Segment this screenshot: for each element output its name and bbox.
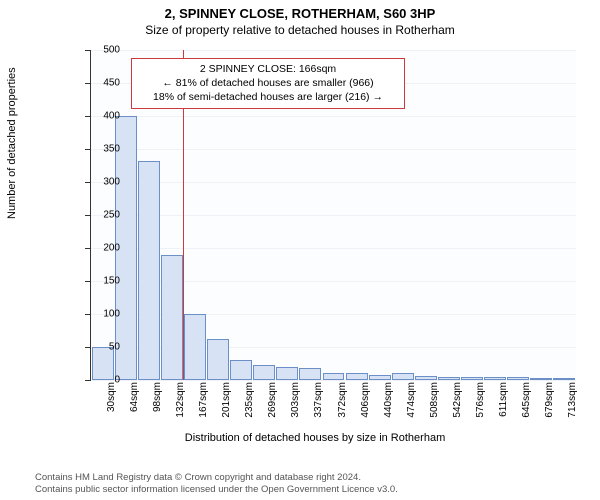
y-tick-mark — [85, 380, 90, 381]
x-tick-label: 269sqm — [267, 382, 278, 418]
histogram-bar — [230, 360, 252, 380]
histogram-bar — [530, 378, 552, 380]
histogram-bar — [253, 365, 275, 380]
annotation-box: 2 SPINNEY CLOSE: 166sqm← 81% of detached… — [131, 58, 405, 109]
histogram-bar — [507, 377, 529, 380]
y-tick-mark — [85, 116, 90, 117]
histogram-bar — [369, 375, 391, 380]
histogram-bar — [323, 373, 345, 380]
histogram-bar — [276, 367, 298, 380]
annotation-line: 18% of semi-detached houses are larger (… — [138, 90, 398, 104]
footer-line2: Contains public sector information licen… — [35, 484, 398, 496]
y-tick-label: 450 — [90, 78, 120, 89]
histogram-bar — [207, 339, 229, 380]
x-tick-label: 406sqm — [360, 382, 371, 418]
gridline — [91, 116, 576, 117]
histogram-bar — [299, 368, 321, 380]
x-tick-label: 474sqm — [406, 382, 417, 418]
y-tick-label: 200 — [90, 243, 120, 254]
gridline — [91, 182, 576, 183]
footer-line1: Contains HM Land Registry data © Crown c… — [35, 472, 398, 484]
gridline — [91, 50, 576, 51]
chart-title-address: 2, SPINNEY CLOSE, ROTHERHAM, S60 3HP — [0, 6, 600, 21]
histogram-bar — [484, 377, 506, 380]
y-tick-label: 300 — [90, 177, 120, 188]
y-tick-label: 250 — [90, 210, 120, 221]
x-tick-label: 98sqm — [152, 382, 163, 412]
histogram-bar — [184, 314, 206, 380]
histogram-bar — [553, 378, 575, 380]
y-tick-mark — [85, 314, 90, 315]
x-tick-label: 201sqm — [221, 382, 232, 418]
x-tick-label: 64sqm — [129, 382, 140, 412]
y-tick-label: 150 — [90, 276, 120, 287]
y-tick-label: 400 — [90, 111, 120, 122]
y-tick-label: 500 — [90, 45, 120, 56]
y-tick-label: 50 — [90, 342, 120, 353]
x-tick-label: 235sqm — [244, 382, 255, 418]
y-tick-mark — [85, 182, 90, 183]
histogram-bar — [138, 161, 160, 380]
annotation-line: 2 SPINNEY CLOSE: 166sqm — [138, 62, 398, 76]
x-tick-label: 576sqm — [475, 382, 486, 418]
x-tick-label: 679sqm — [544, 382, 555, 418]
histogram-bar — [392, 373, 414, 380]
gridline — [91, 380, 576, 381]
chart-area: 2 SPINNEY CLOSE: 166sqm← 81% of detached… — [55, 50, 575, 420]
y-tick-label: 100 — [90, 309, 120, 320]
y-tick-mark — [85, 83, 90, 84]
histogram-bar — [346, 373, 368, 380]
x-axis-label: Distribution of detached houses by size … — [55, 432, 575, 444]
gridline — [91, 215, 576, 216]
y-tick-mark — [85, 149, 90, 150]
x-tick-label: 542sqm — [452, 382, 463, 418]
y-tick-mark — [85, 347, 90, 348]
x-tick-label: 440sqm — [383, 382, 394, 418]
x-tick-label: 372sqm — [337, 382, 348, 418]
chart-title-subtitle: Size of property relative to detached ho… — [0, 23, 600, 37]
y-tick-mark — [85, 281, 90, 282]
plot-area: 2 SPINNEY CLOSE: 166sqm← 81% of detached… — [90, 50, 576, 381]
histogram-bar — [161, 255, 183, 380]
y-tick-label: 350 — [90, 144, 120, 155]
gridline — [91, 248, 576, 249]
y-tick-mark — [85, 215, 90, 216]
x-tick-label: 713sqm — [567, 382, 578, 418]
x-tick-label: 132sqm — [175, 382, 186, 418]
histogram-bar — [461, 377, 483, 380]
y-tick-mark — [85, 248, 90, 249]
y-axis-label: Number of detached properties — [6, 67, 18, 219]
x-tick-label: 645sqm — [521, 382, 532, 418]
x-tick-label: 611sqm — [498, 382, 509, 417]
x-tick-label: 167sqm — [198, 382, 209, 418]
histogram-bar — [438, 377, 460, 380]
annotation-line: ← 81% of detached houses are smaller (96… — [138, 76, 398, 90]
y-tick-mark — [85, 50, 90, 51]
x-tick-label: 508sqm — [429, 382, 440, 418]
gridline — [91, 149, 576, 150]
x-tick-label: 30sqm — [106, 382, 117, 412]
histogram-bar — [415, 376, 437, 380]
x-tick-label: 303sqm — [290, 382, 301, 418]
footer-attribution: Contains HM Land Registry data © Crown c… — [35, 472, 398, 496]
x-tick-label: 337sqm — [313, 382, 324, 418]
